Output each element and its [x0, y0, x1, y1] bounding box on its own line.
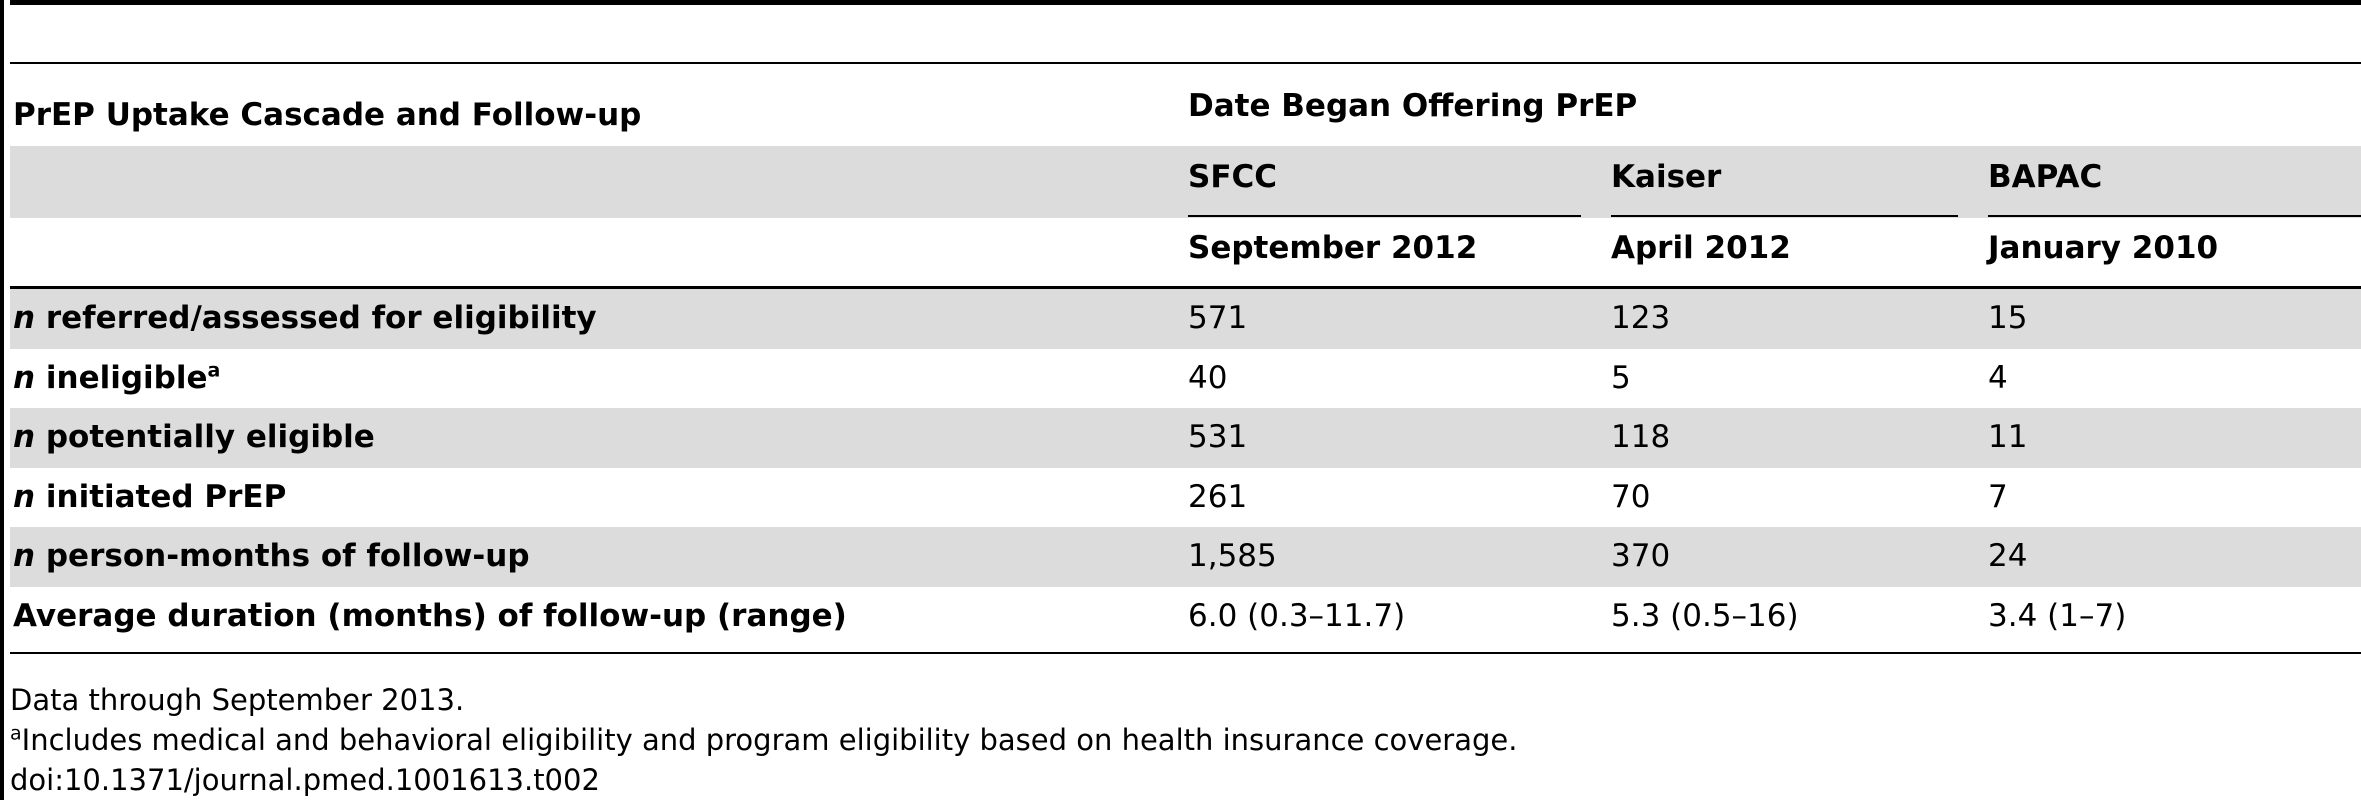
header-site-band	[10, 146, 2361, 218]
site-date-kaiser: April 2012	[1611, 230, 1791, 266]
site-underline-kaiser	[1611, 215, 1958, 217]
table-cell: 261	[1188, 479, 1248, 515]
table-cell: 5.3 (0.5–16)	[1611, 598, 1799, 634]
table-cell: 531	[1188, 419, 1248, 455]
top-border	[10, 0, 2361, 5]
row-label-text: initiated PrEP	[35, 479, 287, 515]
row-label: Average duration (months) of follow-up (…	[13, 596, 847, 636]
table-cell: 70	[1611, 479, 1651, 515]
table-cell: 3.4 (1–7)	[1988, 598, 2127, 634]
table-cell: 4	[1988, 360, 2008, 396]
table-cell: 118	[1611, 419, 1671, 455]
row-prefix: n	[13, 360, 36, 396]
footnote-data-note: Data through September 2013.	[10, 683, 465, 717]
table-cell: 11	[1988, 419, 2028, 455]
row-label: n referred/assessed for eligibility	[13, 298, 597, 338]
table-cell: 24	[1988, 538, 2028, 574]
table-cell: 6.0 (0.3–11.7)	[1188, 598, 1406, 634]
row-label-text: Average duration (months) of follow-up (…	[13, 598, 847, 634]
row-label-text: person-months of follow-up	[35, 538, 530, 574]
row-band-2	[10, 408, 2361, 468]
header-top-rule	[10, 62, 2361, 64]
footnote-marker: a	[207, 359, 221, 382]
row-label: n person-months of follow-up	[13, 536, 530, 576]
table-cell: 1,585	[1188, 538, 1277, 574]
site-date-sfcc: September 2012	[1188, 230, 1478, 266]
row-label-text: ineligible	[35, 360, 208, 396]
site-name-bapac: BAPAC	[1988, 159, 2103, 195]
row-band-0	[10, 289, 2361, 349]
site-date-bapac: January 2010	[1988, 230, 2219, 266]
header-group-label: Date Began Offering PrEP	[1188, 88, 1638, 124]
doi-text: doi:10.1371/journal.pmed.1001613.t002	[10, 763, 600, 797]
row-label-text: potentially eligible	[35, 419, 375, 455]
footnote-a-marker: a	[10, 722, 22, 745]
table-cell: 5	[1611, 360, 1631, 396]
site-name-kaiser: Kaiser	[1611, 159, 1722, 195]
table-cell: 7	[1988, 479, 2008, 515]
site-underline-sfcc	[1188, 215, 1581, 217]
table-cell: 123	[1611, 300, 1671, 336]
table-bottom-rule	[10, 652, 2361, 654]
row-prefix: n	[13, 419, 36, 455]
left-border	[0, 0, 4, 800]
row-prefix: n	[13, 538, 36, 574]
row-label: n potentially eligible	[13, 417, 375, 457]
row-prefix: n	[13, 300, 36, 336]
row-prefix: n	[13, 479, 36, 515]
site-underline-bapac	[1988, 215, 2361, 217]
table-cell: 370	[1611, 538, 1671, 574]
table-cell: 40	[1188, 360, 1228, 396]
row-band-4	[10, 527, 2361, 587]
row-label: n initiated PrEP	[13, 477, 286, 517]
site-name-sfcc: SFCC	[1188, 159, 1278, 195]
row-label: n ineligiblea	[13, 358, 220, 398]
footnote-a: aIncludes medical and behavioral eligibi…	[10, 722, 1517, 758]
header-left-label: PrEP Uptake Cascade and Follow-up	[13, 97, 642, 133]
header-bottom-rule	[10, 286, 2361, 289]
footnote-a-text: Includes medical and behavioral eligibil…	[21, 723, 1518, 757]
table-cell: 571	[1188, 300, 1248, 336]
table-cell: 15	[1988, 300, 2028, 336]
row-label-text: referred/assessed for eligibility	[35, 300, 597, 336]
